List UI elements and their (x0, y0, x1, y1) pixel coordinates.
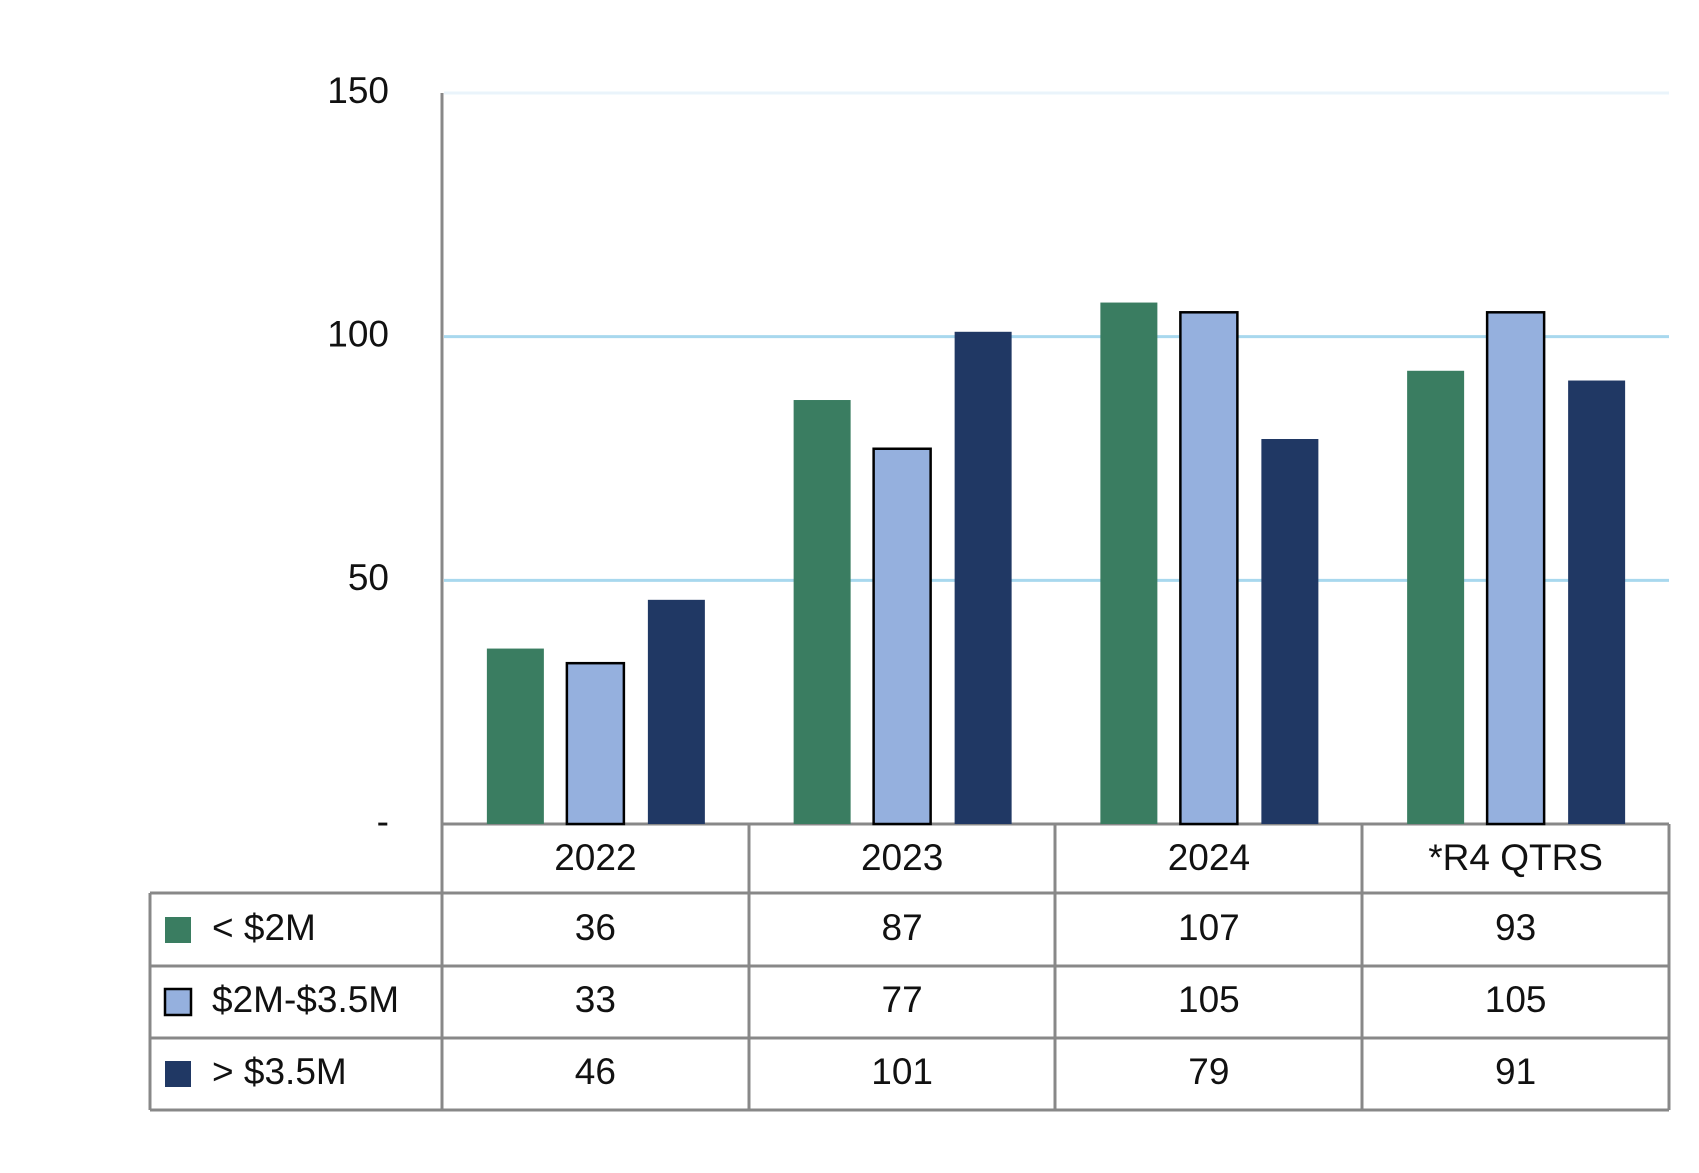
legend-swatch (163, 987, 193, 1017)
bar (565, 661, 626, 826)
legend-label: < $2M (212, 907, 316, 948)
bar (793, 400, 851, 824)
table-value: 107 (1178, 907, 1240, 948)
table-value: 91 (1495, 1051, 1536, 1092)
legend-label: > $3.5M (212, 1051, 347, 1092)
table-value: 105 (1485, 979, 1547, 1020)
table-value: 101 (871, 1051, 933, 1092)
table-value: 93 (1495, 907, 1536, 948)
table-value: 77 (882, 979, 923, 1020)
category-label: 2023 (861, 837, 943, 878)
legend-swatch (165, 1061, 191, 1087)
category-label: 2024 (1168, 837, 1250, 878)
legend-swatch (165, 917, 191, 943)
bar (1179, 311, 1239, 826)
table-value: 87 (882, 907, 923, 948)
table-value: 36 (575, 907, 616, 948)
bar (954, 331, 1012, 824)
y-tick-label: 100 (327, 313, 389, 354)
bar (1100, 302, 1158, 824)
category-label: *R4 QTRS (1428, 837, 1603, 878)
table-value: 46 (575, 1051, 616, 1092)
category-label: 2022 (554, 837, 636, 878)
y-tick-label: 50 (348, 557, 389, 598)
bar (1261, 439, 1319, 824)
bar (647, 599, 705, 824)
bar (1407, 370, 1465, 824)
bar (872, 447, 932, 826)
bar (1568, 380, 1626, 824)
table-value: 79 (1188, 1051, 1229, 1092)
bar (486, 648, 544, 824)
y-tick-label: - (377, 801, 389, 842)
y-tick-label: 150 (327, 70, 389, 111)
table-value: 105 (1178, 979, 1240, 1020)
legend-label: $2M-$3.5M (212, 979, 399, 1020)
bar (1485, 311, 1546, 826)
table-value: 33 (575, 979, 616, 1020)
